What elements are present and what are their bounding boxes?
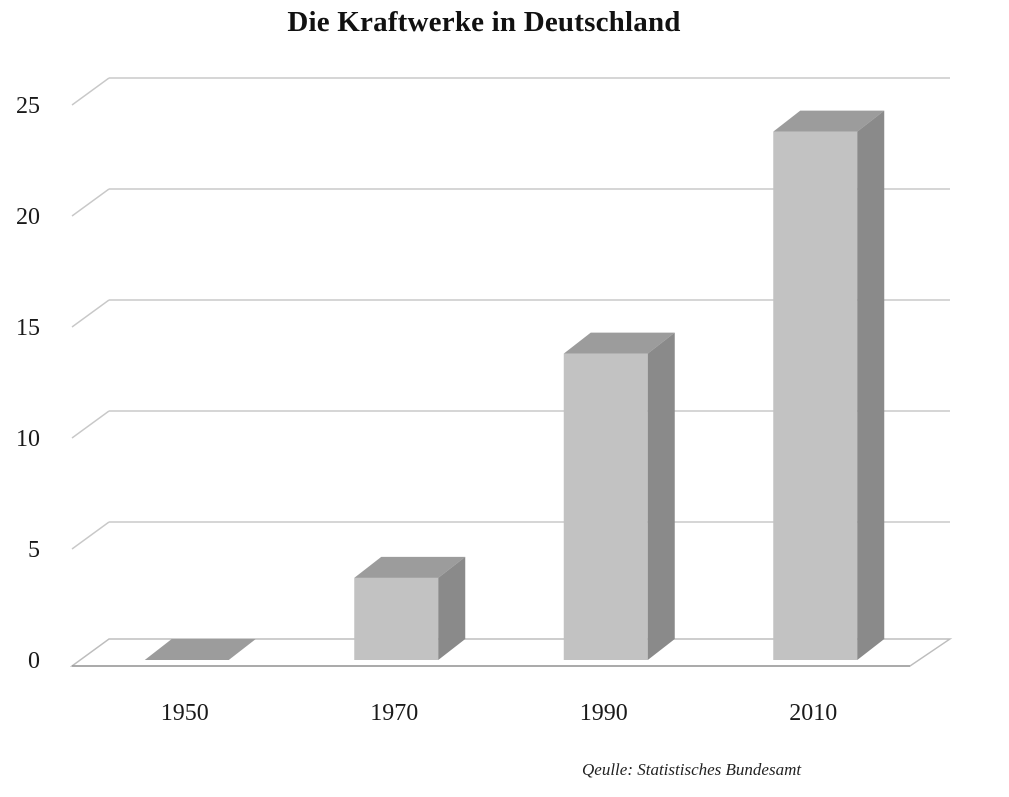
gridline-depth (71, 188, 110, 217)
bar-side (857, 110, 885, 660)
x-tick-label: 1970 (370, 700, 418, 726)
gridline-depth (71, 521, 110, 550)
gridline-depth (71, 299, 110, 328)
y-tick-label: 25 (16, 93, 40, 119)
bar-1970 (354, 556, 466, 660)
x-tick-label: 1950 (161, 700, 209, 726)
x-tick-label: 2010 (789, 700, 837, 726)
gridline-depth (71, 410, 110, 439)
y-tick-label: 5 (28, 537, 40, 563)
source-note: Qeulle: Statistisches Bundesamt (582, 760, 802, 779)
y-tick-label: 15 (16, 315, 40, 341)
bar-top (144, 639, 256, 660)
bar-1990 (563, 332, 675, 660)
y-tick-label: 10 (16, 426, 40, 452)
chart-title: Die Kraftwerke in Deutschland (287, 6, 681, 38)
chart-floor (69, 638, 953, 667)
y-axis-ticks: 0 5 10 15 20 25 (16, 93, 40, 674)
bar-side (438, 556, 466, 660)
x-tick-label: 1990 (580, 700, 628, 726)
bar-front (354, 577, 439, 660)
bar-top (354, 556, 466, 578)
gridline-depth (71, 77, 110, 106)
y-tick-label: 20 (16, 204, 40, 230)
bar-front (773, 131, 858, 660)
bar-front (563, 353, 648, 660)
bar-top (773, 110, 885, 132)
bar-1950 (144, 639, 256, 660)
bar-2010 (773, 110, 885, 660)
bars (144, 110, 885, 660)
x-axis-ticks: 1950 1970 1990 2010 (161, 700, 838, 726)
bar-top (563, 332, 675, 354)
y-tick-label: 0 (28, 648, 40, 674)
bar-side (647, 332, 675, 660)
